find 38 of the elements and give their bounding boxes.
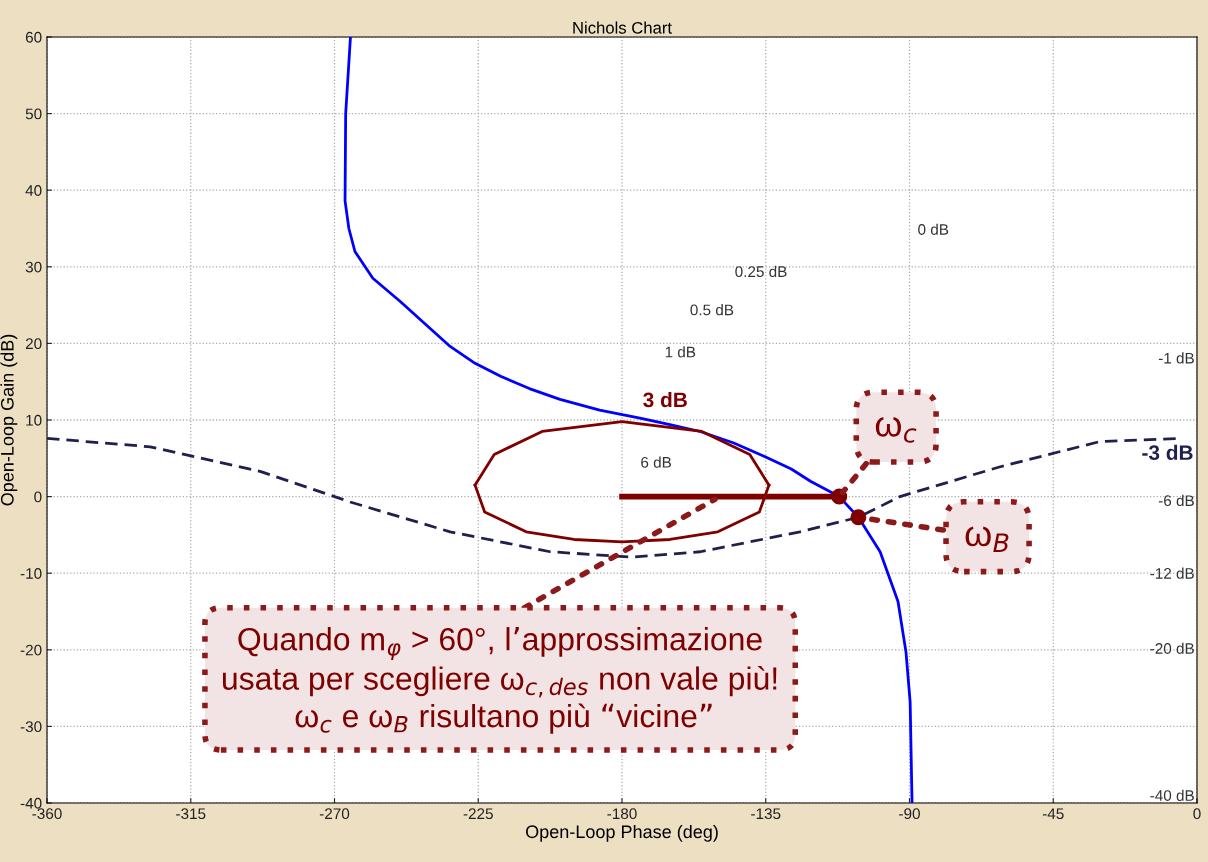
y-tick-label: 30	[25, 261, 42, 273]
y-tick-label: 60	[25, 31, 42, 43]
y-axis-title: Open-Loop Gain (dB)	[0, 334, 18, 506]
annotation: ω$_{B}$	[965, 526, 1009, 552]
x-tick-label: -270	[319, 808, 350, 820]
annotation: 0 dB	[918, 223, 949, 235]
annotation: -40 dB	[1150, 789, 1194, 801]
annotation: 0.25 dB	[735, 265, 787, 278]
y-tick-label: 0	[34, 491, 42, 503]
annotation: 3 dB	[643, 391, 687, 408]
text: Quando m$_{φ}$ > 60°, l’approssimazione usata per scegliere ω$_{c,des}$ non vale più! ω$_{c}$ e ω$_{B}$ risultano più “vicine”	[222, 626, 777, 734]
x-tick-label: -90	[899, 808, 920, 820]
y-tick-label: 40	[25, 185, 42, 196]
y-tick-label: 10	[26, 414, 42, 426]
x-axis-title: Open-Loop Phase (deg)	[526, 824, 718, 842]
x-tick-label: -315	[176, 808, 206, 820]
x-tick-label: -360	[32, 808, 62, 820]
chart-title: Nichols Chart	[573, 21, 672, 34]
x-tick-label: -225	[463, 808, 493, 820]
annotation: 1 dB	[665, 346, 696, 358]
annotation: -3 dB	[1142, 444, 1193, 461]
annotation: 6 dB	[641, 456, 672, 468]
annotation: ω$_{c}$	[875, 416, 917, 443]
y-tick-label: 50	[25, 108, 42, 120]
y-tick-label: -30	[20, 721, 42, 733]
y-tick-label: -40	[20, 797, 42, 809]
y-tick-label: 20	[25, 338, 42, 350]
annotation: -20 dB	[1150, 642, 1194, 654]
annotation: -12 dB	[1150, 567, 1194, 579]
y-tick-label: -10	[20, 568, 42, 579]
annotation: 0.5 dB	[690, 304, 734, 316]
x-tick-label: -135	[751, 808, 781, 820]
annotation: -1 dB	[1158, 352, 1194, 364]
y-tick-label: -20	[20, 644, 42, 656]
annotation: -6 dB	[1158, 494, 1194, 507]
x-tick-label: -45	[1042, 808, 1064, 820]
x-tick-label: -180	[607, 808, 637, 820]
x-tick-label: 0	[1193, 808, 1201, 820]
